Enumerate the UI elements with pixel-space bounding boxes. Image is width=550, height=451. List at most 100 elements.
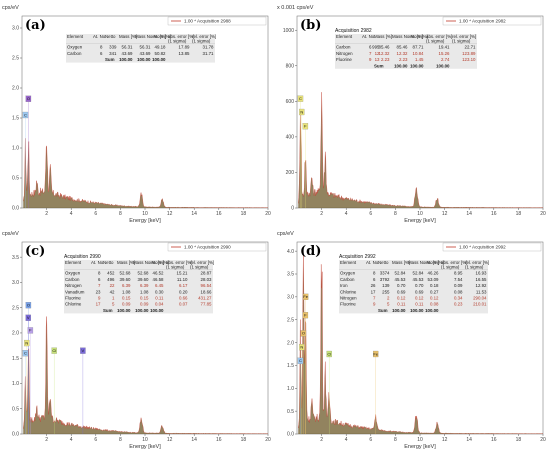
- table-header-cell: At. No.: [93, 34, 106, 39]
- table-cell: Fluorine: [340, 302, 356, 307]
- table-cell: 28.87: [201, 271, 213, 276]
- element-badge: [299, 108, 305, 116]
- element-badge: [22, 111, 29, 119]
- y-tick-label: 0.5: [287, 409, 294, 415]
- table-cell: 5: [112, 302, 115, 307]
- y-tick-label: 3.0: [287, 295, 294, 301]
- table-cell: 6: [100, 51, 103, 56]
- table-cell: 2.74: [441, 57, 450, 62]
- element-badge: [27, 327, 34, 334]
- y-tick-label: 800: [286, 63, 295, 69]
- table-cell: 16.55: [476, 277, 488, 282]
- table-cell: 12.32: [397, 51, 409, 56]
- table-cell: 123.89: [462, 51, 476, 56]
- y-tick-label: 1.5: [287, 363, 294, 369]
- x-tick-label: 18: [516, 211, 522, 217]
- table-cell: Vanadium: [65, 289, 85, 294]
- element-badge: [326, 350, 332, 358]
- x-tick-label: 2: [45, 437, 48, 443]
- panel-a: cps/eV 0.0 0.5 1.0 1.5 2.0 2.5 3.0 2 4 6 8 10 12 14 16 1…: [0, 0, 275, 225]
- element-badge: [297, 95, 304, 102]
- table-sum-cell: 100.00: [436, 63, 450, 68]
- table-cell: 339: [109, 45, 117, 50]
- table-header-cell: Mass Norm. [%]: [133, 260, 164, 265]
- x-tick-label: 4: [70, 437, 73, 443]
- table-cell: Chlorine: [340, 289, 357, 294]
- element-badge-label: C: [24, 112, 27, 117]
- table-cell: 0.66: [179, 296, 188, 301]
- x-tick-label: 6: [94, 437, 97, 443]
- element-badge-label: N: [25, 340, 28, 345]
- element-badge: [297, 357, 304, 364]
- element-badge-label: Cl: [327, 351, 331, 356]
- element-badge-label: O: [27, 302, 30, 307]
- table-cell: 139: [382, 283, 390, 288]
- y-tick-label: 600: [286, 99, 295, 105]
- y-unit-label: cps/eV: [2, 231, 19, 237]
- legend-label: 1.00 * Acquisition 2988: [184, 19, 231, 24]
- x-tick-label: 14: [466, 211, 472, 217]
- table-cell: Oxygen: [67, 45, 83, 50]
- table-header-cell: rel. error [%] (1 sigma): [190, 260, 214, 269]
- acquisition-title: Acquisition 2990: [64, 254, 101, 260]
- table-cell: 6: [369, 45, 372, 50]
- table-cell: 0.70: [415, 283, 424, 288]
- element-badge: [51, 347, 57, 354]
- x-tick-label: 4: [345, 437, 348, 443]
- acquisition-title: Acquisition 2992: [339, 254, 376, 260]
- legend-label: 1.00 * Acquisition 2990: [184, 245, 231, 250]
- spectrum-line: [23, 316, 269, 434]
- table-header-cell: At. No.: [366, 260, 379, 265]
- x-tick-label: 8: [394, 437, 397, 443]
- panel-label: (c): [25, 244, 45, 259]
- table-cell: 6: [373, 277, 376, 282]
- table-cell: 22: [110, 283, 115, 288]
- spectrum-line: [23, 138, 268, 208]
- table-header-cell: Element: [65, 260, 82, 265]
- table-header-cell: Atom [%]: [426, 260, 444, 265]
- table-header-cell: rel. error [%] (1 sigma): [452, 34, 476, 43]
- table-cell: 210.01: [473, 302, 487, 307]
- table-cell: 0.23: [454, 302, 463, 307]
- table-sum-cell: 100.00: [410, 308, 424, 313]
- y-tick-label: 0.0: [12, 206, 19, 212]
- table-cell: 43.69: [140, 51, 152, 56]
- x-tick-label: 16: [491, 211, 497, 217]
- element-badge: [302, 293, 309, 300]
- y-tick-label: 3.5: [12, 255, 19, 261]
- table-cell: 6.17: [179, 283, 188, 288]
- table-cell: 6.39: [140, 283, 149, 288]
- table-cell: 0.12: [415, 296, 424, 301]
- legend-box: [167, 16, 267, 26]
- table-cell: 1: [112, 296, 115, 301]
- table-sum-cell: 100.00: [119, 57, 133, 62]
- table-cell: 0.70: [397, 283, 406, 288]
- table-cell: Chlorine: [65, 302, 82, 307]
- table-sum-cell: 100.00: [394, 63, 408, 68]
- panel-c: cps/eV 0.0 0.5 1.0 1.5 2.0 2.5 3.0 3.5 2 4 6 8 10 12 14…: [0, 226, 275, 451]
- element-badge-label: O: [302, 331, 305, 336]
- table-cell: 7.54: [454, 277, 463, 282]
- table-cell: 9: [369, 57, 372, 62]
- spectrum-area: [298, 253, 543, 434]
- table-cell: 0.08: [454, 289, 463, 294]
- x-tick-label: 14: [191, 211, 197, 217]
- table-cell: 52.84: [413, 271, 425, 276]
- table-cell: 16.93: [476, 271, 488, 276]
- x-tick-label: 14: [191, 437, 197, 443]
- table-cell: 7: [373, 296, 376, 301]
- y-tick-label: 0.5: [12, 176, 19, 182]
- table-cell: 7: [369, 51, 372, 56]
- table-header-cell: Atom [%]: [153, 34, 171, 39]
- table-cell: 8: [100, 45, 103, 50]
- table-cell: 13: [375, 57, 380, 62]
- table-cell: 123.10: [462, 57, 476, 62]
- table-cell: 85.46: [397, 45, 409, 50]
- table-cell: 0.09: [122, 302, 131, 307]
- table-cell: 8: [373, 271, 376, 276]
- table-cell: 77.85: [201, 302, 213, 307]
- table-cell: 0.20: [179, 289, 188, 294]
- table-header-cell: Netto: [103, 260, 114, 265]
- table-cell: 50.82: [155, 51, 167, 56]
- x-tick-label: 6: [94, 211, 97, 217]
